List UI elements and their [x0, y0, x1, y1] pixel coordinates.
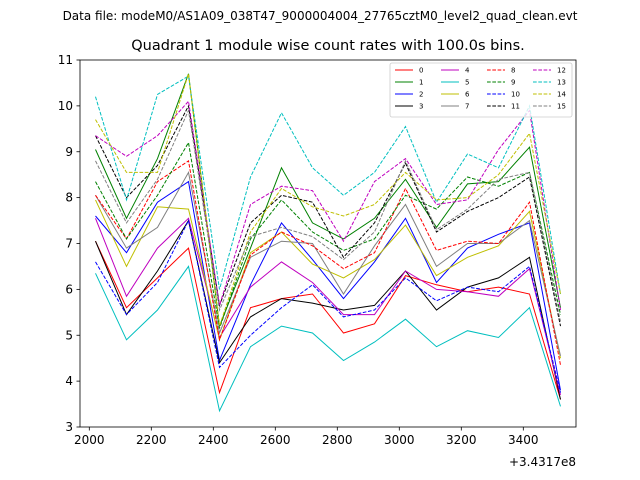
plot-area: 2000 2200 2400 2600 2800 3000 3200 3400 3 4 5 6 7 8 9 1…: [58, 53, 577, 447]
x-tick-label-2800: 2800: [322, 433, 353, 447]
legend-label-13: 13: [557, 79, 566, 87]
legend-label-10: 10: [511, 91, 520, 99]
series-line-11: [95, 104, 561, 327]
x-tick-label-2200: 2200: [136, 433, 167, 447]
legend-label-9: 9: [511, 79, 515, 87]
legend-label-5: 5: [465, 79, 469, 87]
series-line-13: [95, 75, 561, 295]
legend-label-7: 7: [465, 103, 469, 111]
y-tick-label-7: 7: [65, 237, 73, 251]
figure-suptitle: Data file: modeM0/AS1A09_038T47_90000040…: [63, 9, 578, 23]
series-line-10: [95, 219, 561, 393]
x-tick-label-2000: 2000: [74, 433, 105, 447]
x-tick-label-3400: 3400: [508, 433, 539, 447]
series-line-5: [95, 265, 561, 413]
y-tick-label-3: 3: [65, 420, 73, 434]
series-line-9: [95, 141, 561, 329]
legend-label-12: 12: [557, 67, 566, 75]
y-tick-label-10: 10: [58, 99, 73, 113]
y-tick-label-6: 6: [65, 282, 73, 296]
series-line-8: [95, 160, 561, 366]
chart-title: Quadrant 1 module wise count rates with …: [131, 38, 525, 54]
y-tick-label-8: 8: [65, 191, 73, 205]
series-line-7: [95, 170, 561, 357]
legend-box: [389, 62, 573, 118]
x-tick-label-3000: 3000: [384, 433, 415, 447]
y-tick-label-11: 11: [58, 53, 73, 67]
legend-label-15: 15: [557, 103, 566, 111]
series-line-4: [95, 217, 561, 396]
y-tick-label-9: 9: [65, 145, 73, 159]
y-tick-label-5: 5: [65, 328, 73, 342]
legend-label-3: 3: [419, 103, 423, 111]
x-tick-label-3200: 3200: [446, 433, 477, 447]
series-line-15: [95, 108, 561, 322]
x-tick-label-2600: 2600: [260, 433, 291, 447]
x-tick-label-2400: 2400: [198, 433, 229, 447]
legend-label-4: 4: [465, 67, 470, 75]
legend-label-6: 6: [465, 91, 470, 99]
series-line-3: [95, 219, 561, 400]
x-axis-offset-label: +3.4317e8: [509, 455, 576, 469]
y-tick-label-4: 4: [65, 374, 73, 388]
legend-label-8: 8: [511, 67, 515, 75]
series-line-14: [95, 73, 561, 327]
series-line-6: [95, 199, 561, 359]
legend-label-14: 14: [557, 91, 566, 99]
series-line-2: [95, 180, 561, 391]
legend-label-2: 2: [419, 91, 423, 99]
series-line-12: [95, 100, 561, 311]
legend-label-11: 11: [511, 103, 520, 111]
series-line-1: [95, 73, 561, 327]
legend-label-1: 1: [419, 79, 423, 87]
legend-label-0: 0: [419, 67, 423, 75]
